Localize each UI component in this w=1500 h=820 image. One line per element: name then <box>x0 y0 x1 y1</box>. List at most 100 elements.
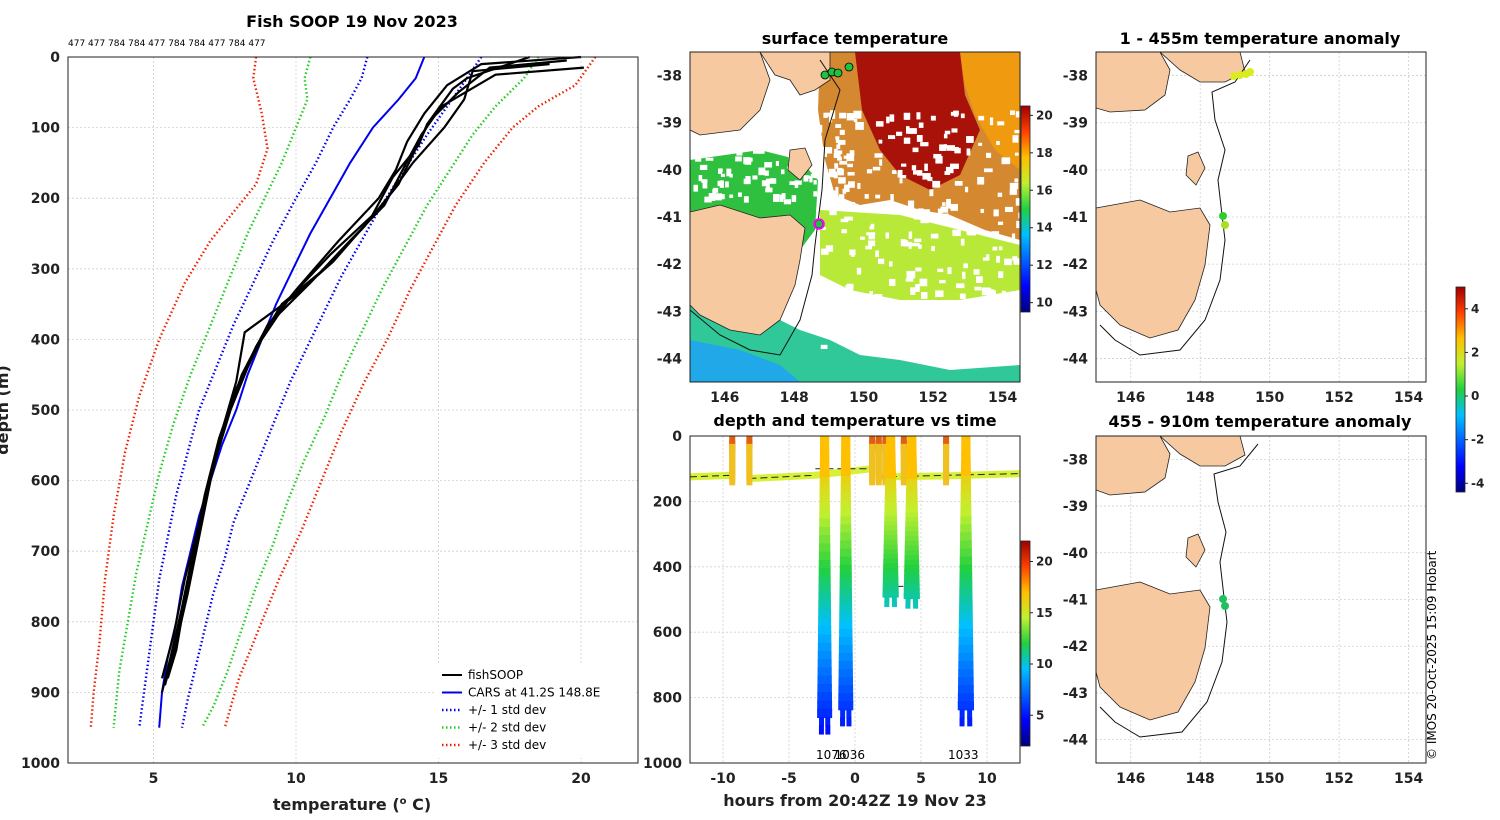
td-dive-segment <box>910 564 920 571</box>
td-ytick-label: 400 <box>653 560 682 576</box>
map-xtick-label: 152 <box>1325 771 1354 787</box>
profile-ytick-label: 600 <box>31 474 60 490</box>
td-dive-segment <box>963 556 973 566</box>
map-ytick-label: -39 <box>1063 116 1088 132</box>
map-ytick-label: -39 <box>657 116 682 132</box>
sst-cloud-gap <box>718 168 723 174</box>
map-xtick-label: 146 <box>1116 390 1145 406</box>
anomaly-top-ticks: 146 148 150 152 154 -38 -39 -40 -41 -42 -43 -44 <box>1063 69 1424 406</box>
sst-cloud-gap <box>924 163 928 172</box>
sst-cloud-gap <box>943 213 949 221</box>
sst-cloud-gap <box>921 292 928 299</box>
sst-cloud-gap <box>837 139 846 145</box>
sst-cloud-gap <box>863 204 871 212</box>
sst-cloud-gap <box>952 229 961 237</box>
sst-colorbar-ticks: 10 12 14 16 18 20 <box>1030 108 1053 310</box>
td-dive-segment <box>821 576 831 586</box>
sst-cloud-gap <box>757 145 765 154</box>
sst-cloud-gap <box>879 159 883 166</box>
anomaly-bottom-title: 455 - 910m temperature anomaly <box>1109 412 1412 431</box>
td-shallow-cast-segment <box>869 471 876 486</box>
td-dive-segment <box>886 436 896 442</box>
td-xtick-label: -5 <box>781 771 797 787</box>
anomaly-point <box>1221 221 1229 229</box>
td-dive-segment <box>888 530 898 537</box>
sst-cloud-gap <box>777 113 784 121</box>
profile-ytick-label: 0 <box>50 50 60 66</box>
anomaly-bottom-map <box>1095 435 1259 738</box>
sst-cloud-gap <box>860 334 867 342</box>
td-dive-segment <box>909 531 919 538</box>
sst-cloud-gap <box>773 194 780 202</box>
sst-cloud-gap <box>920 216 929 224</box>
sst-cloud-gap <box>847 163 853 168</box>
sst-cloud-gap <box>805 137 812 143</box>
sst-cloud-gap <box>810 142 815 151</box>
sst-cloud-gap <box>829 115 833 123</box>
sst-cloud-gap <box>835 136 840 140</box>
sst-cloud-gap <box>704 196 712 203</box>
sst-cloud-gap <box>823 112 828 118</box>
sst-cloud-gap <box>905 126 910 134</box>
td-dive-segment <box>962 532 972 542</box>
td-dive-segment <box>888 525 898 532</box>
sst-shelf-contour <box>690 59 841 356</box>
sst-ticks: 146 148 150 152 154 -38 -39 -40 -41 -42 -43 -44 <box>657 69 1018 406</box>
map-ytick-label: -38 <box>657 69 682 85</box>
td-dive-segment <box>818 725 824 735</box>
sst-cloud-gap <box>966 136 974 143</box>
sst-colorbar <box>1020 105 1031 313</box>
profile-series-line <box>180 56 483 728</box>
anomaly-bottom-ticks: 146 148 150 152 154 -38 -39 -40 -41 -42 -43 -44 <box>1063 452 1424 787</box>
td-dive-segment <box>964 628 974 638</box>
td-dive-segment <box>957 701 967 711</box>
td-xtick-label: 5 <box>916 771 926 787</box>
sst-cloud-gap <box>1001 302 1005 308</box>
profile-series <box>89 56 597 729</box>
colorbar-tick-label: 18 <box>1036 146 1053 160</box>
td-dive-segment <box>963 588 973 598</box>
td-dive-segment <box>908 483 918 490</box>
sst-cloud-gap <box>878 349 882 353</box>
map-ytick-label: -42 <box>1063 639 1088 655</box>
sst-cloud-gap <box>834 163 839 169</box>
sst-cloud-gap <box>830 110 836 115</box>
td-dive-segment <box>963 580 973 590</box>
td-dive-segment <box>967 709 973 719</box>
sst-cloud-gap <box>809 159 818 164</box>
td-dive-segment <box>904 569 914 576</box>
dive-label: 1076 <box>816 748 847 762</box>
td-dive-segment <box>889 577 899 584</box>
td-dive-segment <box>888 549 898 556</box>
sst-cloud-gap <box>851 253 855 257</box>
td-dive-segment <box>820 469 830 479</box>
td-dive-segment <box>889 572 899 579</box>
sst-cloud-gap <box>875 194 881 199</box>
sst-cloud-gap <box>990 323 998 331</box>
td-dive-segment <box>843 596 853 606</box>
sst-cloud-gap <box>839 129 845 135</box>
sst-cloud-gap <box>736 152 741 156</box>
td-dive-segment <box>903 579 913 585</box>
sst-cloud-gap <box>708 193 716 201</box>
sst-cloud-gap <box>963 263 968 269</box>
td-xtick-label: -10 <box>710 771 736 787</box>
td-dive-segment <box>838 661 848 671</box>
sst-cloud-gap <box>988 338 994 345</box>
profile-xtick-label: 10 <box>286 771 306 787</box>
td-dive-segment <box>903 593 913 600</box>
td-dive-segment <box>909 545 919 552</box>
sst-cloud-gap <box>887 135 896 140</box>
td-dive-segment <box>888 544 898 551</box>
sst-cloud-gap <box>955 333 960 340</box>
fishsoop-profile-line <box>160 66 584 679</box>
td-dive-segment <box>821 543 831 553</box>
anomaly-point <box>1219 212 1227 220</box>
sst-cloud-gap <box>738 152 743 156</box>
sst-cloud-gap <box>820 189 827 195</box>
sst-cloud-gap <box>1001 157 1011 165</box>
td-dive-segment <box>910 569 920 576</box>
sst-cloud-gap <box>847 202 855 207</box>
anomaly-point <box>1221 602 1229 610</box>
